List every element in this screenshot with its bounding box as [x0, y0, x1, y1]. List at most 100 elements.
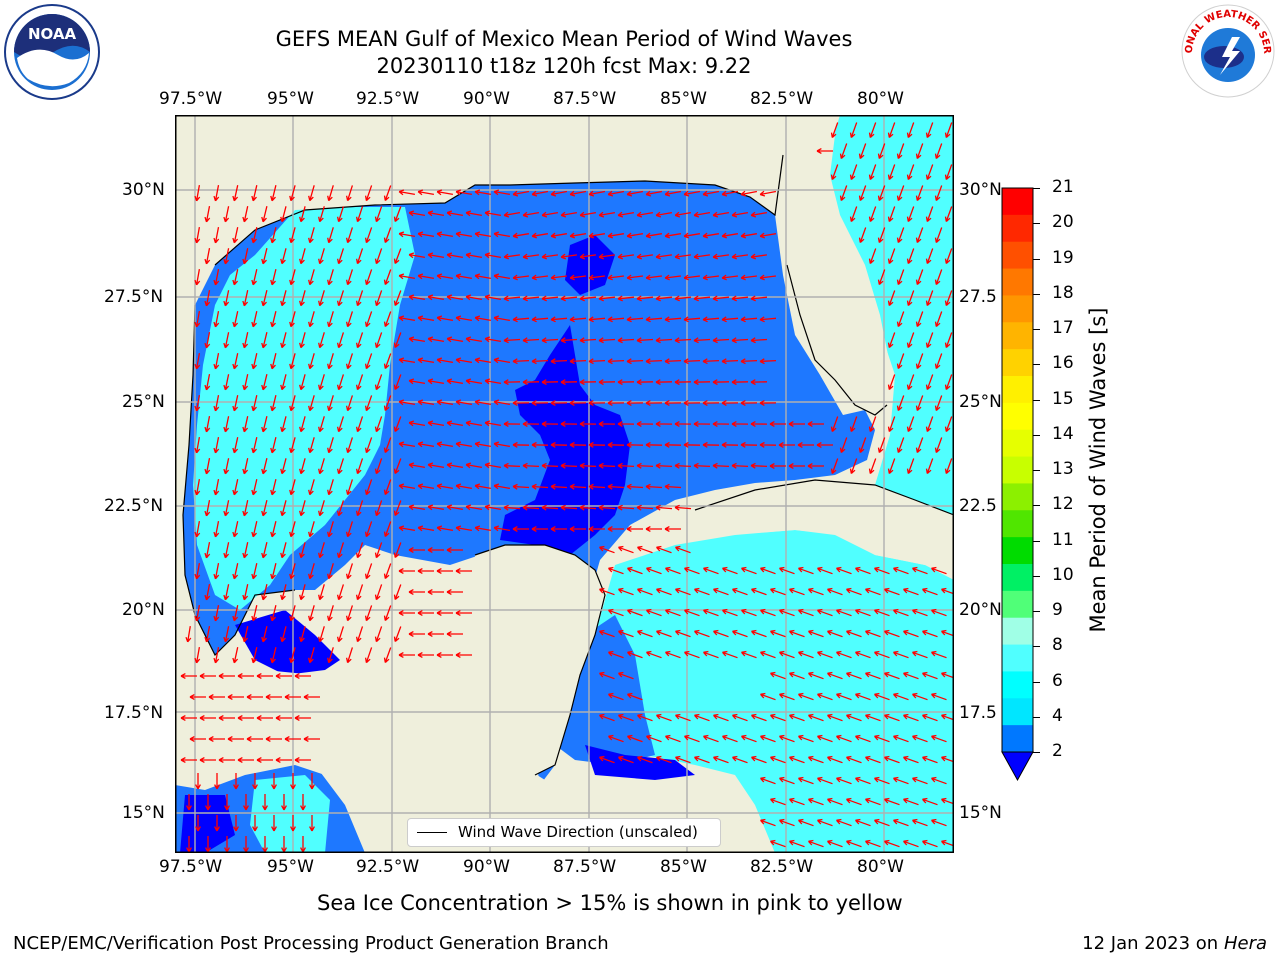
- wind-wave-arrow: [398, 610, 415, 616]
- wind-wave-arrow: [560, 379, 578, 386]
- wind-wave-arrow: [865, 629, 881, 638]
- producer-credit: NCEP/EMC/Verification Post Processing Pr…: [13, 933, 609, 954]
- colorbar-tick-mark: [1033, 258, 1040, 260]
- wind-wave-arrow: [877, 227, 886, 243]
- wind-wave-arrow: [560, 253, 577, 260]
- wind-wave-arrow: [318, 416, 325, 433]
- wind-wave-arrow: [896, 311, 905, 327]
- wind-wave-arrow: [579, 211, 597, 218]
- wind-wave-arrow: [194, 478, 201, 496]
- wind-wave-arrow: [846, 587, 862, 596]
- chart-title: GEFS MEAN Gulf of Mexico Mean Period of …: [275, 27, 853, 51]
- wind-wave-arrow: [944, 122, 953, 138]
- lon-tick-top: 87.5°W: [553, 89, 617, 109]
- wind-wave-arrow: [722, 566, 738, 575]
- lat-tick-right: 17.5: [959, 703, 997, 723]
- wind-wave-arrow: [374, 332, 383, 349]
- wind-wave-arrow: [903, 839, 919, 848]
- wind-wave-arrow: [884, 587, 900, 596]
- wind-wave-arrow: [896, 185, 905, 201]
- wind-wave-arrow: [512, 274, 529, 281]
- wind-wave-arrow: [446, 462, 464, 469]
- wind-wave-arrow: [275, 757, 292, 763]
- wind-wave-arrow: [915, 437, 924, 453]
- lat-tick-left: 27.5°N: [104, 287, 164, 307]
- wind-wave-arrow: [636, 253, 653, 260]
- wind-wave-arrow: [550, 232, 568, 239]
- wind-wave-arrow: [887, 206, 896, 222]
- wind-wave-arrow: [261, 584, 268, 601]
- wind-wave-arrow: [364, 521, 373, 538]
- wind-wave-arrow: [817, 650, 833, 659]
- wind-wave-arrow: [484, 420, 502, 427]
- wind-wave-arrow: [205, 836, 211, 853]
- wind-wave-arrow: [374, 290, 383, 307]
- wind-wave-arrow: [626, 358, 644, 365]
- wind-wave-arrow: [665, 650, 681, 659]
- wind-wave-arrow: [569, 358, 587, 365]
- colorbar-tick-mark: [1033, 646, 1040, 648]
- wind-wave-arrow: [493, 357, 511, 364]
- wind-wave-arrow: [855, 776, 871, 785]
- legend-label: Wind Wave Direction (unscaled): [458, 823, 698, 841]
- wind-wave-arrow: [655, 379, 673, 386]
- wind-wave-arrow: [455, 189, 473, 196]
- wind-wave-arrow: [740, 441, 758, 448]
- wind-wave-arrow: [836, 776, 852, 785]
- wind-wave-arrow: [446, 294, 464, 301]
- wind-wave-arrow: [721, 441, 739, 448]
- wind-wave-arrow: [868, 416, 877, 432]
- wind-wave-arrow: [550, 483, 568, 490]
- wind-wave-arrow: [703, 650, 719, 659]
- wind-wave-arrow: [280, 584, 287, 601]
- wind-wave-arrow: [484, 504, 502, 511]
- wind-wave-arrow: [646, 608, 662, 617]
- wind-wave-arrow: [303, 694, 320, 700]
- wind-wave-arrow: [760, 734, 776, 743]
- wind-wave-arrow: [599, 713, 615, 722]
- wind-wave-arrow: [830, 416, 839, 432]
- wind-wave-arrow: [398, 441, 416, 448]
- wind-wave-arrow: [327, 227, 334, 244]
- wind-wave-arrow: [280, 626, 287, 643]
- wind-wave-arrow: [674, 462, 692, 469]
- wind-wave-arrow: [474, 273, 492, 280]
- wind-wave-arrow: [289, 395, 296, 412]
- wind-wave-arrow: [232, 227, 239, 244]
- wind-wave-arrow: [531, 441, 549, 448]
- wind-wave-arrow: [436, 357, 454, 364]
- wind-wave-arrow: [617, 462, 635, 469]
- wind-wave-arrow: [934, 395, 943, 411]
- wind-wave-arrow: [731, 253, 748, 260]
- wind-wave-arrow: [417, 610, 434, 616]
- wind-wave-arrow: [674, 211, 692, 218]
- wind-wave-arrow: [675, 587, 691, 596]
- wind-wave-arrow: [637, 587, 653, 596]
- colorbar-segment: [1002, 188, 1033, 216]
- wind-wave-arrow: [436, 231, 454, 238]
- colorbar-tick-label: 13: [1052, 459, 1074, 479]
- wind-wave-arrow: [204, 247, 211, 265]
- wind-wave-arrow: [318, 458, 325, 475]
- wind-wave-arrow: [299, 332, 306, 349]
- lat-tick-right: 30°N: [959, 180, 1002, 200]
- wind-wave-arrow: [626, 441, 644, 448]
- wind-wave-arrow: [759, 316, 777, 323]
- wind-wave-arrow: [512, 526, 529, 532]
- lat-tick-right: 20°N: [959, 600, 1002, 620]
- wind-wave-arrow: [712, 295, 730, 302]
- wind-wave-arrow: [522, 462, 540, 469]
- wind-wave-arrow: [798, 734, 814, 743]
- wind-wave-arrow: [364, 311, 373, 328]
- colorbar-segments: [1001, 187, 1034, 782]
- colorbar-tick-mark: [1033, 470, 1040, 471]
- wind-wave-arrow: [503, 337, 521, 344]
- wind-wave-arrow: [242, 458, 249, 475]
- lat-tick-right: 15°N: [959, 803, 1002, 823]
- wind-wave-arrow: [284, 736, 301, 742]
- colorbar-tick-label: 18: [1052, 282, 1074, 303]
- colorbar-segment: [1002, 429, 1033, 458]
- wind-wave-arrow: [893, 650, 909, 659]
- wind-wave-arrow: [261, 374, 268, 391]
- wind-wave-arrow: [262, 794, 268, 811]
